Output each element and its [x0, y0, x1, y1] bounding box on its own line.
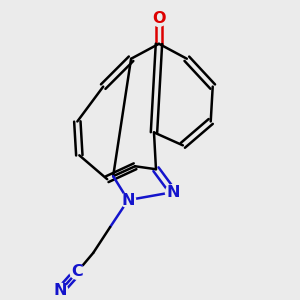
Circle shape [53, 283, 68, 298]
Circle shape [152, 11, 166, 26]
Circle shape [121, 193, 136, 208]
Text: N: N [54, 283, 67, 298]
Text: N: N [121, 193, 135, 208]
Text: C: C [71, 264, 83, 279]
Circle shape [165, 185, 180, 200]
Circle shape [70, 264, 85, 279]
Text: N: N [166, 184, 180, 200]
Text: O: O [152, 11, 166, 26]
